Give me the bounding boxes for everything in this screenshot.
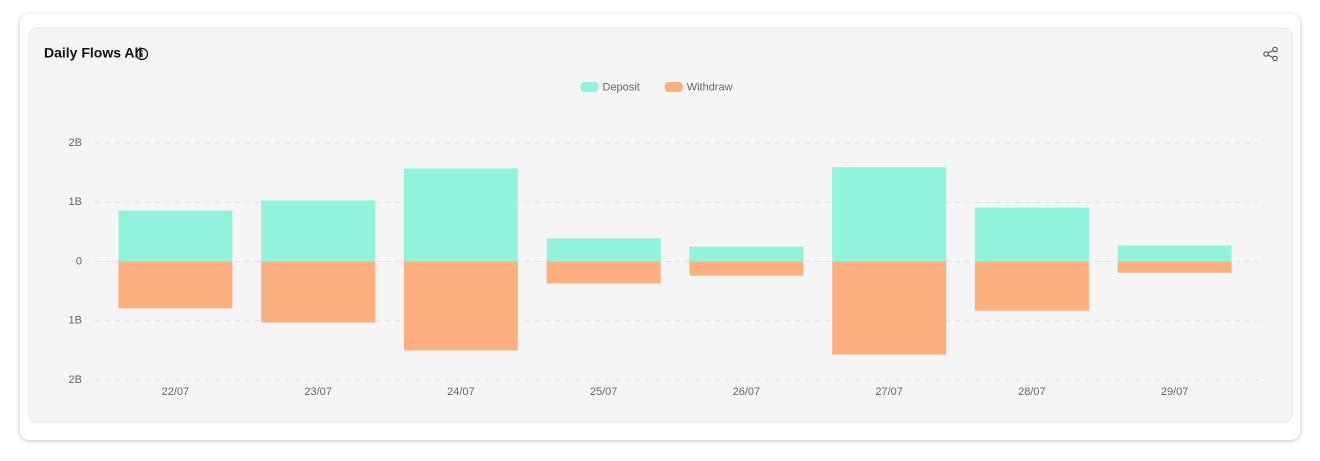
bar (546, 238, 661, 262)
y-tick-label: 1B (69, 196, 82, 208)
bar (689, 246, 804, 262)
x-tick-label: 25/07 (590, 386, 618, 398)
x-tick-label: 26/07 (733, 386, 761, 398)
y-tick-label: 2B (69, 374, 82, 386)
bar (403, 261, 518, 351)
y-tick-label: 1B (69, 315, 82, 327)
bar (974, 207, 1089, 262)
x-tick-label: 22/07 (162, 386, 190, 398)
legend-label: Deposit (603, 81, 640, 93)
legend-swatch (664, 82, 683, 92)
bar (689, 261, 804, 276)
bar (403, 168, 518, 262)
share-icon[interactable] (1263, 46, 1278, 62)
x-tick-label: 27/07 (875, 386, 903, 398)
x-tick-label: 23/07 (304, 386, 332, 398)
bar (1117, 261, 1232, 273)
bar (261, 261, 376, 323)
chart-title: Daily Flows All (44, 45, 142, 61)
panel (28, 27, 1293, 423)
x-tick-label: 29/07 (1161, 386, 1189, 398)
bar (974, 261, 1089, 311)
bar (261, 200, 376, 262)
bar (1117, 245, 1232, 262)
bar (118, 261, 233, 309)
bar (832, 167, 947, 262)
legend: Deposit Withdraw (580, 81, 733, 93)
legend-swatch (580, 82, 599, 92)
legend-label: Withdraw (687, 81, 733, 93)
x-tick-label: 24/07 (447, 386, 475, 398)
y-tick-label: 0 (76, 255, 82, 267)
info-icon[interactable] (135, 47, 149, 61)
bar (546, 261, 661, 284)
bar (832, 261, 947, 355)
y-tick-label: 2B (69, 137, 82, 149)
x-tick-label: 28/07 (1018, 386, 1046, 398)
bar (118, 210, 233, 262)
